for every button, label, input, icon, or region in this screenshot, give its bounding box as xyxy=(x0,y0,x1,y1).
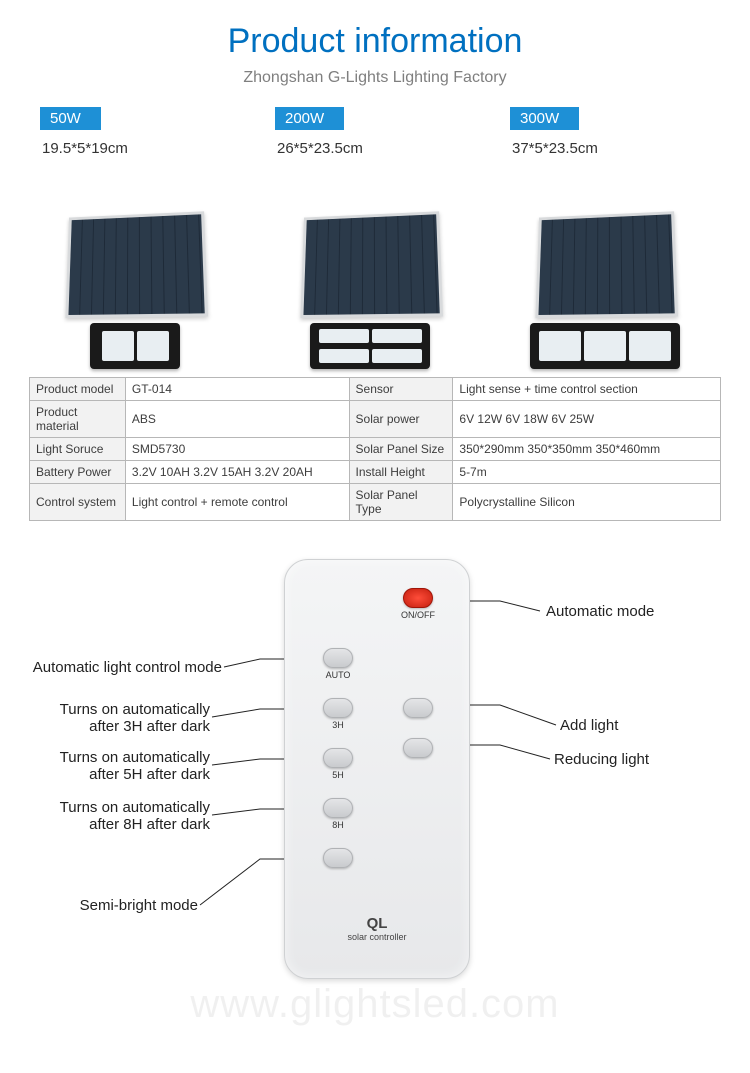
semi-bright-button[interactable] xyxy=(323,848,353,868)
callout-add-light: Add light xyxy=(560,717,618,734)
spec-key: Light Soruce xyxy=(30,438,126,461)
h3-label: 3H xyxy=(318,720,358,730)
table-row: Control system Light control + remote co… xyxy=(30,484,721,521)
page-title: Product information xyxy=(0,22,750,61)
variants-row: 50W 19.5*5*19cm 200W 26*5*23.5cm 300W 37… xyxy=(0,107,750,369)
auto-button[interactable] xyxy=(323,648,353,668)
spec-table: Product modelGT-014SensorLight sense + t… xyxy=(29,377,721,521)
spec-val: GT-014 xyxy=(125,378,349,401)
spec-val: 6V 12W 6V 18W 6V 25W xyxy=(453,401,721,438)
onoff-label: ON/OFF xyxy=(398,610,438,620)
watermark: www.glightsled.com xyxy=(190,982,559,1027)
reduce-light-button[interactable] xyxy=(403,738,433,758)
remote-control: ON/OFF AUTO 3H 5H 8H QL solar controller xyxy=(284,559,470,979)
spec-val: 3.2V 10AH 3.2V 15AH 3.2V 20AH xyxy=(125,461,349,484)
callout-auto-light: Automatic light control mode xyxy=(33,659,222,676)
solar-panel-icon xyxy=(65,211,208,318)
spec-key: Install Height xyxy=(349,461,453,484)
table-row: Product modelGT-014SensorLight sense + t… xyxy=(30,378,721,401)
callout-8h: Turns on automatically after 8H after da… xyxy=(40,799,210,833)
spec-key: Solar Panel Type xyxy=(349,484,453,521)
callout-reduce-light: Reducing light xyxy=(554,751,649,768)
add-light-button[interactable] xyxy=(403,698,433,718)
subtitle: Zhongshan G-Lights Lighting Factory xyxy=(0,69,750,87)
brand-sub: solar controller xyxy=(347,932,406,942)
spec-key: Solar power xyxy=(349,401,453,438)
solar-panel-icon xyxy=(300,211,443,318)
variant-dims: 37*5*23.5cm xyxy=(512,140,598,157)
variant-dims: 19.5*5*19cm xyxy=(42,140,128,157)
variant-200w: 200W 26*5*23.5cm xyxy=(275,107,475,369)
h3-button[interactable] xyxy=(323,698,353,718)
watt-badge: 50W xyxy=(40,107,101,130)
spec-key: Product model xyxy=(30,378,126,401)
spec-val: Light sense + time control section xyxy=(453,378,721,401)
spec-val: ABS xyxy=(125,401,349,438)
table-row: Product materialABSSolar power6V 12W 6V … xyxy=(30,401,721,438)
variant-50w: 50W 19.5*5*19cm xyxy=(40,107,240,369)
remote-section: ON/OFF AUTO 3H 5H 8H QL solar controller… xyxy=(0,549,750,1029)
brand-text: QL xyxy=(367,915,388,932)
floodlight-icon xyxy=(530,323,680,369)
floodlight-icon xyxy=(310,323,430,369)
product-image xyxy=(40,169,230,369)
onoff-button[interactable] xyxy=(403,588,433,608)
spec-key: Battery Power xyxy=(30,461,126,484)
spec-key: Product material xyxy=(30,401,126,438)
h8-button[interactable] xyxy=(323,798,353,818)
callout-3h: Turns on automatically after 3H after da… xyxy=(40,701,210,735)
product-image xyxy=(510,169,700,369)
h8-label: 8H xyxy=(318,820,358,830)
solar-panel-icon xyxy=(535,211,678,318)
spec-val: Polycrystalline Silicon xyxy=(453,484,721,521)
spec-val: Light control + remote control xyxy=(125,484,349,521)
h5-label: 5H xyxy=(318,770,358,780)
floodlight-icon xyxy=(90,323,180,369)
spec-key: Sensor xyxy=(349,378,453,401)
watt-badge: 200W xyxy=(275,107,344,130)
spec-key: Solar Panel Size xyxy=(349,438,453,461)
variant-dims: 26*5*23.5cm xyxy=(277,140,363,157)
product-image xyxy=(275,169,465,369)
table-row: Light SoruceSMD5730Solar Panel Size350*2… xyxy=(30,438,721,461)
callout-semi: Semi-bright mode xyxy=(80,897,198,914)
spec-val: SMD5730 xyxy=(125,438,349,461)
auto-label: AUTO xyxy=(318,670,358,680)
watt-badge: 300W xyxy=(510,107,579,130)
callout-5h: Turns on automatically after 5H after da… xyxy=(40,749,210,783)
spec-val: 5-7m xyxy=(453,461,721,484)
spec-val: 350*290mm 350*350mm 350*460mm xyxy=(453,438,721,461)
remote-brand: QL solar controller xyxy=(347,915,406,942)
variant-300w: 300W 37*5*23.5cm xyxy=(510,107,710,369)
callout-auto-mode: Automatic mode xyxy=(546,603,654,620)
spec-key: Control system xyxy=(30,484,126,521)
table-row: Battery Power3.2V 10AH 3.2V 15AH 3.2V 20… xyxy=(30,461,721,484)
h5-button[interactable] xyxy=(323,748,353,768)
